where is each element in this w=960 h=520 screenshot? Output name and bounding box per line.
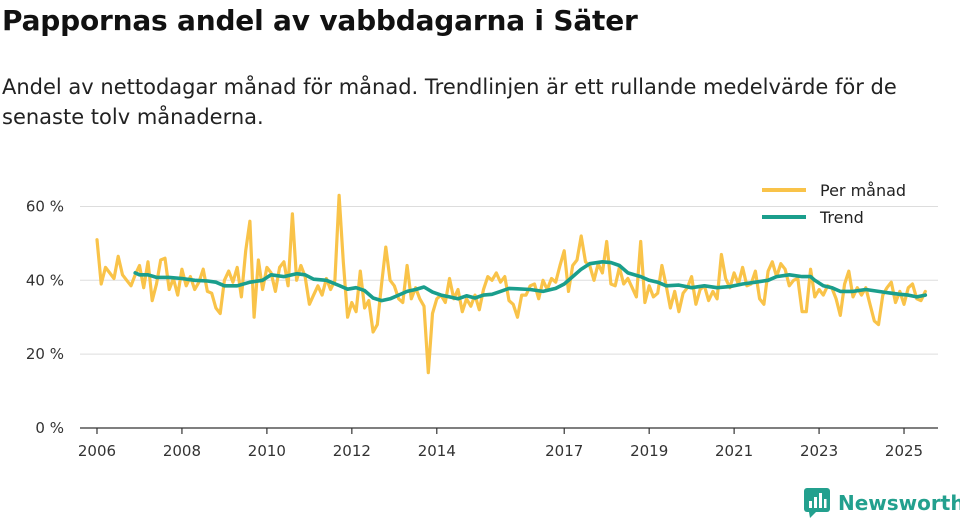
y-tick-label: 60 % <box>26 197 64 215</box>
legend: Per månad Trend <box>762 181 906 227</box>
series-line-trend <box>133 260 928 303</box>
x-tick-label: 2021 <box>715 442 753 460</box>
legend-label: Trend <box>819 208 864 227</box>
brand-name: Newsworthy <box>838 491 960 515</box>
series-line-per-manad <box>95 193 927 375</box>
chart-title: Pappornas andel av vabbdagarna i Säter <box>2 4 638 37</box>
legend-label: Per månad <box>820 181 906 200</box>
x-tick-label: 2025 <box>885 442 923 460</box>
series <box>95 193 928 375</box>
x-tick-label: 2008 <box>163 442 201 460</box>
x-tick-label: 2019 <box>630 442 668 460</box>
axes: 0 % 20 % 40 % 60 % 2006 2008 2010 2012 2014 2017 2… <box>26 197 938 460</box>
x-tick-label: 2023 <box>800 442 838 460</box>
bar-chart-bubble-icon <box>804 488 830 518</box>
y-tick-label: 40 % <box>26 271 64 289</box>
x-tick-label: 2010 <box>248 442 286 460</box>
x-tick-label: 2014 <box>418 442 456 460</box>
x-tick-label: 2006 <box>78 442 116 460</box>
chart-subtitle: Andel av nettodagar månad för månad. Tre… <box>2 75 897 129</box>
x-tick-label: 2012 <box>333 442 371 460</box>
brand-logo: Newsworthy <box>804 488 960 518</box>
y-tick-label: 0 % <box>35 419 64 437</box>
x-tick-label: 2017 <box>545 442 583 460</box>
y-tick-label: 20 % <box>26 345 64 363</box>
